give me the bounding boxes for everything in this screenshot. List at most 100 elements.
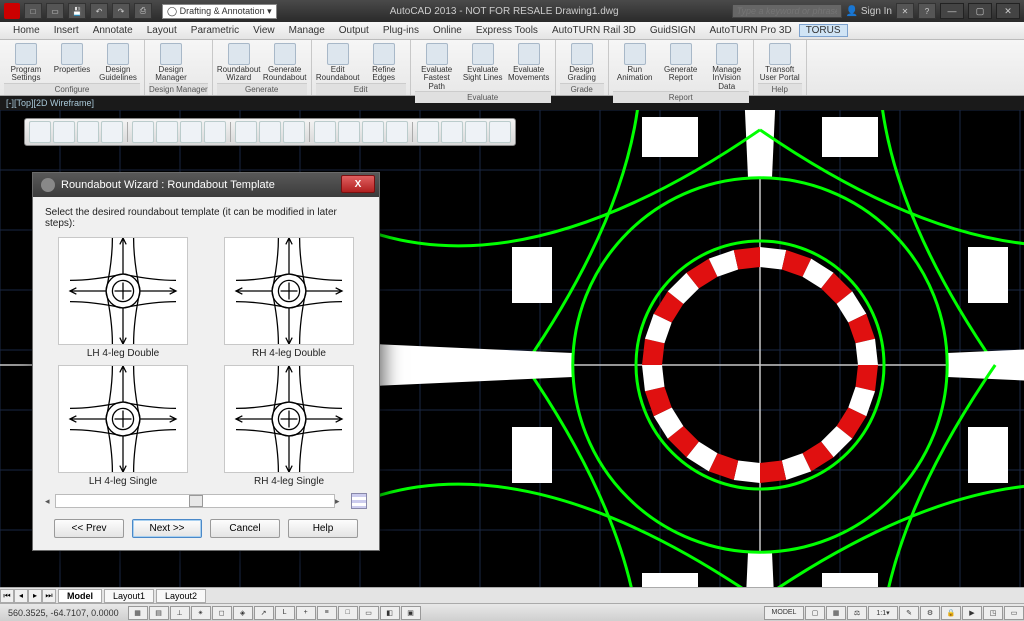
qat-open-icon[interactable]: ▭ xyxy=(46,3,64,19)
ribbon-transoft-user-portal[interactable]: TransoftUser Portal xyxy=(758,42,802,83)
status-grid-icon[interactable]: ▤ xyxy=(149,606,169,620)
status-iso-icon[interactable]: ◳ xyxy=(983,606,1003,620)
tool-report-icon[interactable] xyxy=(362,121,384,143)
qat-new-icon[interactable]: □ xyxy=(24,3,42,19)
help-icon[interactable]: ? xyxy=(918,3,936,19)
prev-button[interactable]: << Prev xyxy=(54,519,124,538)
template-rh-4-leg-double[interactable]: RH 4-leg Double xyxy=(211,237,367,359)
tool-fastestpath-icon[interactable] xyxy=(235,121,257,143)
tab-autoturn-rail-3d[interactable]: AutoTURN Rail 3D xyxy=(545,25,643,36)
tab-plug-ins[interactable]: Plug-ins xyxy=(376,25,426,36)
help-search-input[interactable] xyxy=(732,4,842,18)
tool-grading-icon[interactable] xyxy=(314,121,336,143)
template-scroller[interactable]: ◂ ▸ xyxy=(45,493,367,509)
status-otrack-icon[interactable]: ↗ xyxy=(254,606,274,620)
status-dyn-icon[interactable]: + xyxy=(296,606,316,620)
ribbon-evaluate-movements[interactable]: EvaluateMovements xyxy=(507,42,551,91)
grid-view-icon[interactable] xyxy=(351,493,367,509)
status-osnap-icon[interactable]: ◻ xyxy=(212,606,232,620)
minimize-button[interactable]: — xyxy=(940,3,964,19)
status-annovis-icon[interactable]: ✎ xyxy=(899,606,919,620)
template-lh-4-leg-single[interactable]: LH 4-leg Single xyxy=(45,365,201,487)
tab-guidsign[interactable]: GuidSIGN xyxy=(643,25,703,36)
app-logo-icon[interactable] xyxy=(4,3,20,19)
status-qv-icon[interactable]: ▦ xyxy=(826,606,846,620)
status-clean-icon[interactable]: ▭ xyxy=(1004,606,1024,620)
status-am-icon[interactable]: ▣ xyxy=(401,606,421,620)
status-layout-icon[interactable]: ▢ xyxy=(805,606,825,620)
tab-express-tools[interactable]: Express Tools xyxy=(469,25,545,36)
ribbon-evaluate-sight-lines[interactable]: EvaluateSight Lines xyxy=(461,42,505,91)
tab-parametric[interactable]: Parametric xyxy=(184,25,246,36)
tab-autoturn-pro-3d[interactable]: AutoTURN Pro 3D xyxy=(702,25,798,36)
ribbon-properties[interactable]: Properties xyxy=(50,42,94,83)
tool-properties-icon[interactable] xyxy=(53,121,75,143)
layout-tab-layout1[interactable]: Layout1 xyxy=(104,589,154,603)
template-lh-4-leg-double[interactable]: LH 4-leg Double xyxy=(45,237,201,359)
status-3dosnap-icon[interactable]: ◈ xyxy=(233,606,253,620)
tool-animation-icon[interactable] xyxy=(338,121,360,143)
tab-view[interactable]: View xyxy=(246,25,282,36)
dialog-close-button[interactable]: X xyxy=(341,175,375,193)
tool-generate-icon[interactable] xyxy=(156,121,178,143)
ribbon-design-grading[interactable]: DesignGrading xyxy=(560,42,604,83)
drawing-canvas[interactable]: Roundabout Wizard : Roundabout Template … xyxy=(0,110,1024,587)
status-snap-icon[interactable]: ▦ xyxy=(128,606,148,620)
ribbon-evaluate-fastest-path[interactable]: EvaluateFastest Path xyxy=(415,42,459,91)
qat-save-icon[interactable]: 💾 xyxy=(68,3,86,19)
tab-home[interactable]: Home xyxy=(6,25,47,36)
status-ws-icon[interactable]: ⚙ xyxy=(920,606,940,620)
ribbon-generate-roundabout[interactable]: GenerateRoundabout xyxy=(263,42,307,83)
exchange-icon[interactable]: ✕ xyxy=(896,3,914,19)
tab-manage[interactable]: Manage xyxy=(282,25,332,36)
tool-guidelines-icon[interactable] xyxy=(77,121,99,143)
tab-output[interactable]: Output xyxy=(332,25,376,36)
ribbon-refine-edges[interactable]: RefineEdges xyxy=(362,42,406,83)
layout-tab-model[interactable]: Model xyxy=(58,589,102,603)
ribbon-edit-roundabout[interactable]: EditRoundabout xyxy=(316,42,360,83)
workspace-dropdown[interactable]: ◯ Drafting & Annotation ▾ xyxy=(162,4,277,19)
tool-manager-icon[interactable] xyxy=(101,121,123,143)
next-button[interactable]: Next >> xyxy=(132,519,202,538)
status-qp-icon[interactable]: ▭ xyxy=(359,606,379,620)
sign-in-link[interactable]: 👤 Sign In xyxy=(846,6,892,17)
ribbon-run-animation[interactable]: RunAnimation xyxy=(613,42,657,91)
ribbon-design-manager[interactable]: DesignManager xyxy=(149,42,193,83)
status-scale-icon[interactable]: ⚖ xyxy=(847,606,867,620)
maximize-button[interactable]: ▢ xyxy=(968,3,992,19)
scroll-right-icon[interactable]: ▸ xyxy=(335,496,345,507)
tool-sightlines-icon[interactable] xyxy=(259,121,281,143)
tab-nav-last-icon[interactable]: ⏭ xyxy=(42,589,56,603)
tab-insert[interactable]: Insert xyxy=(47,25,86,36)
ribbon-design-guidelines[interactable]: DesignGuidelines xyxy=(96,42,140,83)
tool-settings-icon[interactable] xyxy=(29,121,51,143)
cancel-button[interactable]: Cancel xyxy=(210,519,280,538)
tool-edit-icon[interactable] xyxy=(180,121,202,143)
qat-undo-icon[interactable]: ↶ xyxy=(90,3,108,19)
tab-nav-prev-icon[interactable]: ◂ xyxy=(14,589,28,603)
tab-nav-first-icon[interactable]: ⏮ xyxy=(0,589,14,603)
tab-annotate[interactable]: Annotate xyxy=(86,25,140,36)
qat-print-icon[interactable]: ⎙ xyxy=(134,3,152,19)
close-button[interactable]: ✕ xyxy=(996,3,1020,19)
qat-redo-icon[interactable]: ↷ xyxy=(112,3,130,19)
status-ortho-icon[interactable]: ⊥ xyxy=(170,606,190,620)
ribbon-generate-report[interactable]: GenerateReport xyxy=(659,42,703,91)
tool-tutorial-icon[interactable] xyxy=(441,121,463,143)
tool-invision-icon[interactable] xyxy=(386,121,408,143)
status-hw-icon[interactable]: ▶ xyxy=(962,606,982,620)
status-lwt-icon[interactable]: ≡ xyxy=(317,606,337,620)
tool-movements-icon[interactable] xyxy=(283,121,305,143)
status-lock-icon[interactable]: 🔒 xyxy=(941,606,961,620)
status-ducs-icon[interactable]: L xyxy=(275,606,295,620)
tab-layout[interactable]: Layout xyxy=(140,25,184,36)
status-annoscale[interactable]: 1:1▾ xyxy=(868,606,898,620)
tab-online[interactable]: Online xyxy=(426,25,469,36)
ribbon-program-settings[interactable]: ProgramSettings xyxy=(4,42,48,83)
tab-nav-next-icon[interactable]: ▸ xyxy=(28,589,42,603)
tool-about-icon[interactable] xyxy=(489,121,511,143)
ribbon-manage-invision-data[interactable]: ManageInVision Data xyxy=(705,42,749,91)
status-tpy-icon[interactable]: □ xyxy=(338,606,358,620)
tool-wizard-icon[interactable] xyxy=(132,121,154,143)
tool-refine-icon[interactable] xyxy=(204,121,226,143)
